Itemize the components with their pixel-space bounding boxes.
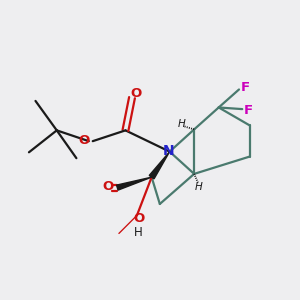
Polygon shape xyxy=(116,177,152,190)
Text: F: F xyxy=(240,81,249,94)
Text: F: F xyxy=(244,104,253,117)
Text: O: O xyxy=(78,134,89,147)
Polygon shape xyxy=(149,152,169,179)
Text: H: H xyxy=(178,118,186,128)
Text: O: O xyxy=(130,87,142,100)
Text: O: O xyxy=(103,181,114,194)
Text: H: H xyxy=(134,226,143,239)
Text: H: H xyxy=(195,182,203,192)
Text: O: O xyxy=(133,212,144,224)
Text: N: N xyxy=(163,144,175,158)
